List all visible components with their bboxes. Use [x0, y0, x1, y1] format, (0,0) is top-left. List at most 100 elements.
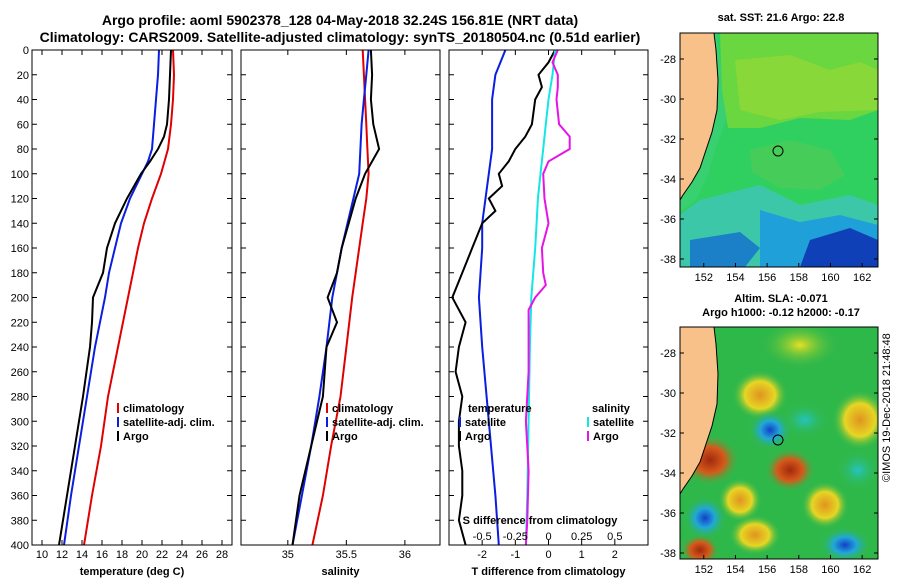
map-y-tick-label: -32 — [660, 428, 676, 440]
x-tick-label: 1 — [579, 549, 585, 561]
x-tick-label-s: 0 — [545, 531, 551, 543]
sst-map: 152 154 156 158 160 162 -28 -30 -32 -34 -36 -38 — [660, 32, 879, 284]
map-x-tick-label: 160 — [821, 272, 839, 284]
sst-map-land — [680, 33, 718, 200]
salinity-lines — [291, 50, 381, 545]
legend-temperature-title: temperature — [468, 403, 532, 415]
y-tick-label: 260 — [11, 367, 29, 379]
y-tick-label: 160 — [11, 243, 29, 255]
map-x-tick-label: 162 — [853, 564, 871, 576]
x-tick-label: 35 — [282, 549, 294, 561]
legend-s-argo-label: Argo — [593, 431, 619, 443]
map-x-tick-label: 160 — [821, 564, 839, 576]
map-y-tick-label: -38 — [660, 548, 676, 560]
map-y-tick-label: -34 — [660, 174, 676, 186]
x-tick-label: 2 — [612, 549, 618, 561]
map-y-tick-label: -30 — [660, 94, 676, 106]
y-tick-label: 320 — [11, 441, 29, 453]
x-tick-label: 16 — [96, 549, 108, 561]
sst-map-axes: 152 154 156 158 160 162 -28 -30 -32 -34 -36 -38 — [660, 54, 878, 284]
x-axis-label-top: S difference from climatology — [463, 515, 619, 527]
y-tick-label: 240 — [11, 342, 29, 354]
map-y-tick-label: -36 — [660, 214, 676, 226]
map-x-tick-label: 152 — [695, 272, 713, 284]
x-tick-label: 20 — [136, 549, 148, 561]
legend-t-satellite-label: satellite — [465, 417, 506, 429]
y-tick-label: 20 — [17, 70, 29, 82]
y-tick-label: 400 — [11, 540, 29, 552]
y-tick-label: 280 — [11, 392, 29, 404]
x-axis-label: T difference from climatology — [471, 566, 626, 578]
series-line-argo — [58, 50, 172, 545]
sla-map-axes: 152 154 156 158 160 162 -28 -30 -32 -34 -36 -38 — [660, 348, 878, 576]
salinity-legend: climatology satellite-adj. clim. Argo — [326, 403, 424, 443]
map-y-tick-label: -36 — [660, 508, 676, 520]
legend-argo-label: Argo — [332, 431, 358, 443]
map-y-tick-label: -32 — [660, 134, 676, 146]
x-tick-label: 22 — [156, 549, 168, 561]
salinity-axes: 35 35.5 36 salinity — [241, 49, 440, 578]
legend-climatology-label: climatology — [332, 403, 394, 415]
sla-map-title: Altim. SLA: -0.071 — [734, 293, 828, 305]
series-line-argo — [291, 50, 381, 545]
map-y-tick-label: -28 — [660, 348, 676, 360]
title-line-1: Argo profile: aoml 5902378_128 04-May-20… — [101, 12, 579, 28]
map-y-tick-label: -38 — [660, 254, 676, 266]
y-tick-label: 340 — [11, 466, 29, 478]
legend-t-argo-label: Argo — [465, 431, 491, 443]
sla-map-subtitle: Argo h1000: -0.12 h2000: -0.17 — [702, 307, 860, 319]
sst-map-title: sat. SST: 21.6 Argo: 22.8 — [717, 12, 845, 24]
salinity-panel: 35 35.5 36 salinity climatology satellite-ad… — [240, 49, 441, 578]
x-axis-label: temperature (deg C) — [80, 566, 185, 578]
map-y-tick-label: -30 — [660, 388, 676, 400]
temperature-lines — [58, 50, 176, 545]
legend-satellite-label: satellite-adj. clim. — [123, 417, 215, 429]
y-tick-label: 140 — [11, 218, 29, 230]
y-tick-label: 360 — [11, 491, 29, 503]
sla-map-field — [680, 327, 878, 559]
map-x-tick-label: 158 — [790, 272, 808, 284]
x-tick-label: -1 — [510, 549, 520, 561]
sla-map: 152 154 156 158 160 162 -28 -30 -32 -34 -36 -38 — [660, 326, 879, 576]
map-x-tick-label: 156 — [758, 564, 776, 576]
sst-map-argo-marker — [772, 145, 784, 157]
x-tick-label-s: 0.5 — [607, 531, 622, 543]
temperature-axes: 0 20 40 60 80 100 120 140 160 180 200 220 240 260 280 3… — [11, 45, 232, 578]
x-tick-label-s: 0.25 — [571, 531, 592, 543]
difference-lines — [451, 50, 571, 545]
map-y-tick-label: -34 — [660, 468, 676, 480]
map-x-tick-label: 162 — [853, 272, 871, 284]
y-tick-label: 40 — [17, 95, 29, 107]
x-tick-label: 0 — [545, 549, 551, 561]
salinity-frame — [240, 49, 441, 546]
x-tick-label: 18 — [116, 549, 128, 561]
x-tick-label-s: -0.5 — [473, 531, 492, 543]
sla-map-land — [680, 327, 718, 494]
y-tick-label: 200 — [11, 293, 29, 305]
series-line-climatology — [83, 50, 176, 545]
sst-map-coastline — [679, 32, 719, 201]
sst-map-frame — [679, 32, 879, 268]
y-tick-label: 220 — [11, 317, 29, 329]
x-axis-label: salinity — [322, 566, 361, 578]
series-line-climatology — [311, 50, 370, 545]
series-line-satellite-adj-clim- — [291, 50, 370, 545]
difference-axes: -2 -1 0 1 2 -0.5 -0.25 0 0.25 0.5 S difference fro… — [449, 49, 648, 578]
x-tick-label: 10 — [36, 549, 48, 561]
map-x-tick-label: 152 — [695, 564, 713, 576]
map-x-tick-label: 158 — [790, 564, 808, 576]
legend-salinity-title: salinity — [592, 403, 631, 415]
y-tick-label: 380 — [11, 515, 29, 527]
y-tick-label: 60 — [17, 119, 29, 131]
map-x-tick-label: 156 — [758, 272, 776, 284]
x-tick-label: 12 — [56, 549, 68, 561]
map-x-tick-label: 154 — [726, 272, 744, 284]
x-tick-label: 24 — [176, 549, 188, 561]
y-tick-label: 80 — [17, 144, 29, 156]
sla-map-argo-marker — [772, 434, 784, 446]
x-tick-label: -2 — [477, 549, 487, 561]
x-tick-label: 14 — [76, 549, 88, 561]
temperature-frame — [31, 49, 233, 546]
y-tick-label: 300 — [11, 416, 29, 428]
x-tick-label: 36 — [399, 549, 411, 561]
